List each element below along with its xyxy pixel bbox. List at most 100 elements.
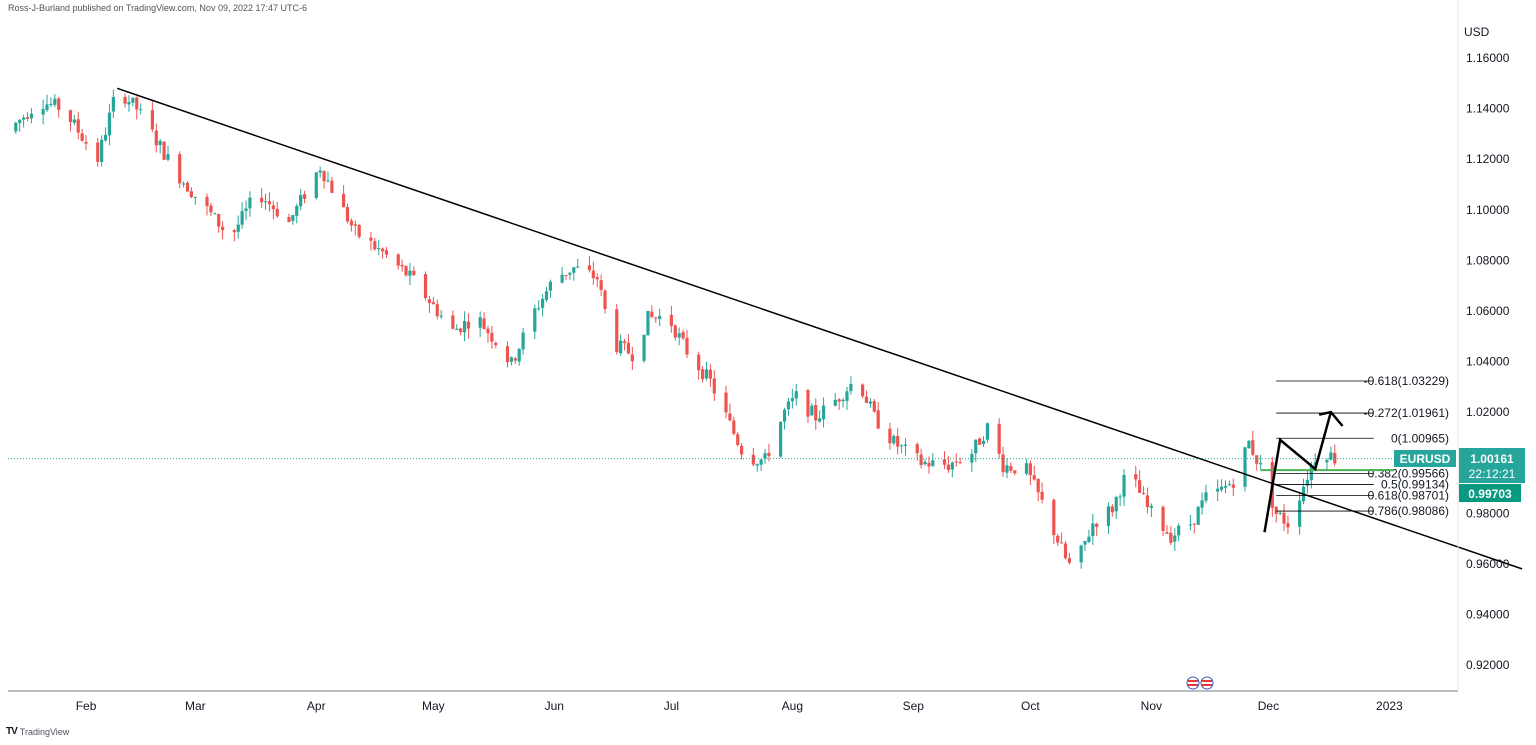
bearish-candle	[919, 448, 923, 469]
bearish-candle	[150, 101, 154, 133]
bullish-candle	[326, 171, 330, 183]
fibonacci-levels: -0.618(1.03229) -0.272(1.01961) 0(1.00965)…	[1276, 374, 1449, 518]
support-level-value: 0.99703	[1468, 487, 1512, 501]
bullish-candle	[439, 309, 443, 319]
bearish-candle	[564, 274, 568, 280]
bullish-candle	[841, 397, 845, 408]
bullish-candle	[572, 267, 576, 281]
bearish-candle	[1251, 430, 1255, 457]
bullish-candle	[139, 103, 143, 115]
bearish-candle	[958, 457, 962, 465]
bearish-candle	[1067, 552, 1072, 565]
bullish-candle	[1083, 540, 1087, 551]
bullish-candle	[41, 99, 45, 125]
bearish-candle	[431, 296, 435, 305]
bearish-candle	[513, 356, 517, 364]
bullish-candle	[1200, 492, 1204, 515]
bearish-candle	[927, 456, 931, 474]
bearish-candle	[404, 265, 408, 277]
bearish-candle	[322, 170, 326, 189]
fib-level-label: 0.5(0.99134)	[1381, 478, 1449, 492]
tradingview-logo-icon: TV	[6, 726, 18, 737]
bearish-candle	[978, 437, 982, 445]
price-tick-label: 1.02000	[1466, 405, 1510, 419]
bullish-candle	[759, 458, 763, 471]
bearish-candle	[482, 312, 486, 330]
price-tick-label: 1.14000	[1466, 102, 1510, 116]
bearish-candle	[1095, 522, 1099, 537]
price-axis: 1.16000 1.14000 1.12000 1.10000 1.08000 1.060…	[1466, 51, 1510, 672]
bearish-candle	[587, 255, 592, 273]
bullish-candle	[236, 215, 240, 239]
bullish-candle	[53, 94, 57, 108]
bearish-candle	[1110, 504, 1114, 517]
time-tick-label: Sep	[903, 699, 925, 713]
bearish-candle	[275, 201, 279, 218]
bearish-candle	[1145, 487, 1150, 514]
bearish-candle	[466, 313, 471, 339]
bullish-candle	[193, 196, 197, 205]
projection-arrowhead	[1318, 410, 1344, 427]
bullish-candle	[103, 127, 108, 142]
bearish-candle	[708, 364, 713, 387]
bearish-candle	[1165, 525, 1169, 535]
support-level-badge: 0.99703	[1459, 484, 1521, 502]
bearish-candle	[232, 228, 236, 242]
bullish-candle	[970, 449, 974, 473]
bearish-candle	[349, 218, 353, 232]
bullish-candle	[1216, 479, 1220, 502]
bearish-candle	[353, 220, 357, 236]
bearish-candle	[997, 418, 1001, 459]
bearish-candle	[946, 456, 951, 473]
bearish-candle	[673, 324, 677, 341]
economic-events-icon[interactable]	[1186, 676, 1214, 690]
bullish-candle	[1149, 503, 1153, 517]
bearish-candle	[1138, 470, 1142, 494]
bullish-candle	[127, 95, 131, 112]
price-tick-label: 0.98000	[1466, 506, 1510, 520]
bearish-candle	[630, 346, 634, 371]
bullish-candle	[790, 388, 794, 409]
bearish-candle	[650, 305, 654, 319]
bearish-candle	[205, 193, 209, 216]
bearish-candle	[595, 273, 599, 288]
bullish-candle	[45, 94, 49, 112]
bearish-candle	[1286, 515, 1290, 535]
bullish-candle	[642, 334, 646, 363]
bullish-candle	[786, 397, 791, 416]
bearish-candle	[736, 431, 740, 447]
bearish-candle	[942, 451, 947, 469]
bearish-candle	[1040, 482, 1044, 504]
bullish-candle	[810, 403, 814, 416]
bearish-candle	[814, 398, 818, 430]
bullish-candle	[107, 103, 112, 146]
bullish-candle	[240, 202, 244, 229]
bearish-candle	[490, 325, 494, 349]
bearish-candle	[767, 443, 771, 462]
bullish-candle	[517, 347, 521, 366]
bullish-candle	[1325, 458, 1329, 471]
last-price-value: 1.00161	[1470, 452, 1514, 466]
bullish-candle	[1118, 493, 1122, 507]
bullish-candle	[318, 166, 322, 178]
bearish-candle	[622, 338, 627, 351]
price-tick-label: 1.08000	[1466, 253, 1510, 267]
time-tick-label: Aug	[782, 699, 803, 713]
bearish-candle	[1036, 478, 1040, 502]
bearish-candle	[435, 299, 439, 320]
bullish-candle	[818, 410, 822, 423]
footer-brand: TV TradingView	[6, 726, 69, 737]
bearish-candle	[427, 295, 432, 313]
bullish-candle	[1196, 505, 1200, 525]
bullish-candle	[1204, 484, 1208, 504]
bearish-candle	[494, 341, 498, 349]
bearish-candle	[1333, 444, 1337, 467]
bearish-candle	[669, 305, 673, 333]
bearish-candle	[1161, 505, 1165, 537]
bullish-candle	[950, 461, 954, 478]
bearish-candle	[396, 253, 400, 270]
fib-level: -0.618(1.03229)	[1276, 374, 1449, 388]
bullish-candle	[1298, 492, 1302, 535]
bullish-candle	[1243, 446, 1247, 492]
